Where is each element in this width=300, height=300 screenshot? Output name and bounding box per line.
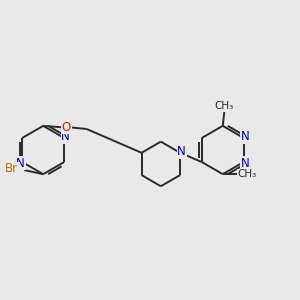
Text: O: O [62, 121, 71, 134]
Text: N: N [177, 146, 186, 158]
Text: N: N [241, 157, 250, 169]
Text: CH₃: CH₃ [215, 101, 234, 111]
Text: N: N [16, 157, 25, 169]
Text: N: N [241, 130, 250, 143]
Text: CH₃: CH₃ [237, 169, 256, 179]
Text: Br: Br [5, 162, 18, 176]
Text: N: N [61, 130, 70, 143]
